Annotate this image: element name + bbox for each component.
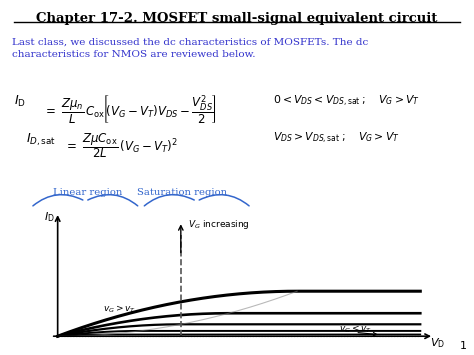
Text: Last class, we discussed the dc characteristics of MOSFETs. The dc
characteristi: Last class, we discussed the dc characte… bbox=[12, 37, 368, 59]
Text: $0 < V_{DS} < V_{DS,\mathrm{sat}}$$\;;\quad V_G > V_T$: $0 < V_{DS} < V_{DS,\mathrm{sat}}$$\;;\q… bbox=[273, 94, 419, 109]
Text: $v_G < v_T$: $v_G < v_T$ bbox=[339, 323, 372, 335]
Text: Chapter 17-2. MOSFET small-signal equivalent circuit: Chapter 17-2. MOSFET small-signal equiva… bbox=[36, 12, 438, 26]
Text: 1: 1 bbox=[460, 341, 467, 351]
Text: $V_\mathrm{D}$: $V_\mathrm{D}$ bbox=[430, 337, 445, 350]
Text: $=\ \dfrac{Z\mu_n}{L}\,C_\mathrm{ox}\!\left[\!(V_G - V_T)V_{DS} - \dfrac{V_{DS}^: $=\ \dfrac{Z\mu_n}{L}\,C_\mathrm{ox}\!\l… bbox=[43, 94, 216, 126]
Text: $V_G$ increasing: $V_G$ increasing bbox=[188, 218, 249, 231]
Text: $v_G > v_T$: $v_G > v_T$ bbox=[103, 304, 136, 315]
Text: $I_\mathrm{D}$: $I_\mathrm{D}$ bbox=[14, 94, 26, 109]
Text: $I_{D,\mathrm{sat}}$: $I_{D,\mathrm{sat}}$ bbox=[26, 131, 56, 148]
Text: $=\ \dfrac{Z\mu C_\mathrm{ox}}{2L}\,(V_G - V_T)^2$: $=\ \dfrac{Z\mu C_\mathrm{ox}}{2L}\,(V_G… bbox=[64, 131, 178, 160]
Text: Saturation region: Saturation region bbox=[137, 188, 228, 197]
Text: Linear region: Linear region bbox=[53, 188, 122, 197]
Text: $I_\mathrm{D}$: $I_\mathrm{D}$ bbox=[44, 210, 55, 224]
Text: $V_{DS} > V_{DS,\mathrm{sat}}$$\;;\quad V_G > V_T$: $V_{DS} > V_{DS,\mathrm{sat}}$$\;;\quad … bbox=[273, 131, 399, 147]
